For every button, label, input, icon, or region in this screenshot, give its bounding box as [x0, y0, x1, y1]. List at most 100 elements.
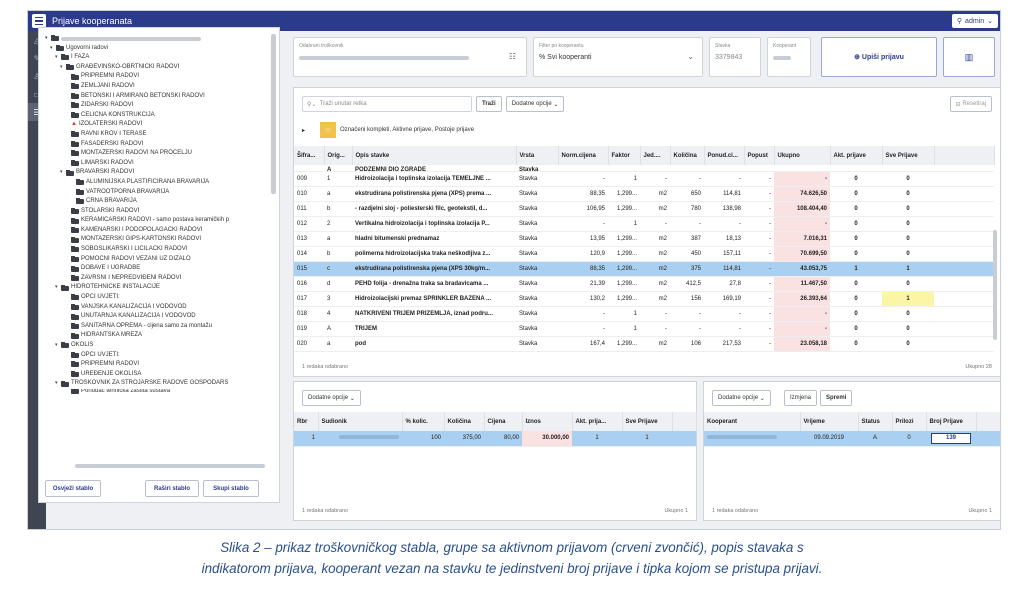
column-header[interactable]: Iznos [522, 412, 573, 431]
tree-node[interactable]: OPĆI UVJETI: [45, 293, 267, 303]
tree-expand-arrow-icon[interactable]: ▾ [50, 44, 53, 51]
tree-expand-arrow-icon[interactable]: ▾ [55, 342, 58, 348]
hamburger-menu-icon[interactable] [32, 14, 46, 28]
tree-node[interactable]: OPĆI UVJETI: [45, 351, 267, 361]
column-header[interactable]: Status [858, 412, 893, 431]
search-button[interactable]: Traži [476, 96, 502, 112]
items-search-input[interactable]: ⚲⌄ Traži unutar retka [302, 96, 472, 112]
column-header[interactable]: Sve Prijave [882, 146, 935, 165]
tree-expand-arrow-icon[interactable]: ▾ [45, 35, 48, 41]
tree-node[interactable]: HIDRANTSKA MREŽA [45, 331, 267, 341]
pin-icon[interactable]: ✎ [33, 53, 41, 63]
table-row[interactable]: 009 1 Hidroizolacija i toplinska izolacija… [294, 171, 994, 187]
column-header[interactable]: Norm.cijena [558, 146, 609, 165]
tree-expand-arrow-icon[interactable]: ▾ [55, 54, 58, 61]
column-header[interactable]: Jed.... [640, 146, 671, 165]
column-header[interactable]: Ponud.ci... [704, 146, 745, 165]
edit-button[interactable]: Izmjena [784, 390, 818, 406]
column-header[interactable]: Kooperant [704, 412, 801, 431]
tree-node[interactable]: Ponuđač tehnička zaštita sustava [45, 388, 267, 394]
tree-node[interactable]: ZAVRŠNI I NEPREDVIĐENI RADOVI [45, 274, 267, 284]
column-header[interactable]: Vrijeme [800, 412, 859, 431]
tree-node[interactable]: MONTAŽERSKI RADOVI NA PROČELJU [45, 149, 267, 159]
table-row[interactable]: 016 d PEHD folija - drenažna traka sa brad… [294, 276, 994, 292]
enter-application-button[interactable]: ⊕ Upiši prijavu [821, 37, 937, 77]
tree-node[interactable]: ▾ HIDROTEHNIČKE INSTALACIJE [45, 283, 267, 293]
active-filter-chip[interactable]: ▸ ☆ Označeni kompleti, Aktivne prijave, … [302, 122, 474, 138]
tree-node[interactable]: SANITARNA OPREMA - cijena samo za montaž… [45, 322, 267, 332]
tree-node[interactable]: BETONSKI I ARMIRANO BETONSKI RADOVI [45, 92, 267, 102]
tree-expand-arrow-icon[interactable]: ▾ [60, 63, 63, 70]
column-header[interactable]: Akt. prija... [572, 412, 623, 431]
tree-node[interactable]: FASADERSKI RADOVI [45, 140, 267, 150]
table-row[interactable]: 013 a hladni bitumenski prednamaz Stavka 13,… [294, 231, 994, 247]
column-header[interactable]: Količina [670, 146, 705, 165]
reset-button[interactable]: ⊟ Resetiraj [949, 96, 992, 112]
tree-node[interactable]: ▾ I FAZA [45, 53, 267, 63]
tree-node[interactable]: ▾ GRAĐEVINSKO-OBRTNIČKI RADOVI [45, 63, 267, 73]
column-header[interactable]: Rbr [294, 412, 319, 431]
book-icon[interactable]: ▭ [33, 89, 41, 99]
table-row[interactable]: 017 3 Hidroizolacijski premaz SPRINKLER BA… [294, 291, 994, 307]
tree-node[interactable]: STOLARSKI RADOVI [45, 207, 267, 217]
column-header[interactable]: Broj Prijave [926, 412, 977, 431]
budget-selector[interactable]: Odabrani troškovnik ☷ [293, 37, 527, 77]
collapse-tree-button[interactable]: Skupi stablo [203, 480, 259, 497]
bell-icon[interactable]: ◬ [33, 35, 41, 45]
column-header[interactable]: Sudionik [318, 412, 403, 431]
tree-node[interactable]: ZIDARSKI RADOVI [45, 101, 267, 111]
tree-node[interactable]: VATROOTPORNA BRAVARIJA [45, 188, 267, 198]
column-header[interactable]: Orig... [324, 146, 353, 165]
column-header[interactable]: Prilozi [892, 412, 927, 431]
tree-node[interactable]: PRIPREMNI RADOVI [45, 72, 267, 82]
items-options-button[interactable]: Dodatne opcije ⌄ [505, 96, 565, 112]
table-row[interactable]: 019 A TRIJEM Stavka -1- - - - -0 0 [294, 321, 994, 337]
column-header[interactable]: Popust [744, 146, 775, 165]
tree-node[interactable]: ČELIČNA KONSTRUKCIJA [45, 111, 267, 121]
list-icon[interactable]: ☷ [508, 52, 516, 61]
column-header[interactable]: Ukupno [774, 146, 831, 165]
tree-node[interactable]: PRIPREMNI RADOVI [45, 360, 267, 370]
column-header[interactable]: Faktor [608, 146, 641, 165]
table-row[interactable]: 1 100 375,00 80,00 30.000,00 1 1 [294, 431, 696, 447]
table-row[interactable]: 010 a ekstrudirana polistirenska pjena (XP… [294, 186, 994, 202]
table-row[interactable]: 014 b polimerna hidroizolacijska traka neš… [294, 246, 994, 262]
column-header[interactable]: Sve Prijave [622, 412, 673, 431]
tree-node[interactable]: ▾ TROŠKOVNIK ZA STROJARSKE RADOVE GOSPODA… [45, 379, 267, 389]
tree-expand-arrow-icon[interactable]: ▾ [55, 284, 58, 291]
table-row[interactable]: A PODZEMNI DIO ZGRADE Stavka [294, 165, 994, 172]
layout-toggle-button[interactable]: ▥ [943, 37, 995, 77]
column-header[interactable]: Količina [444, 412, 485, 431]
items-scrollbar[interactable] [993, 230, 997, 340]
tree-node[interactable]: RAVNI KROV I TERASE [45, 130, 267, 140]
column-header[interactable]: % kolic. [402, 412, 445, 431]
tree-node[interactable]: UREĐENJE OKOLIŠA [45, 370, 267, 380]
tree-scrollbar[interactable] [271, 34, 276, 194]
expand-tree-button[interactable]: Raširi stablo [145, 480, 199, 497]
table-row[interactable]: 018 4 NATKRIVENI TRIJEM PRIZEMLJA, iznad p… [294, 306, 994, 322]
tree-node[interactable]: CRNA BRAVARIJA [45, 197, 267, 207]
column-header[interactable]: Opis stavke [352, 146, 517, 165]
tree-node[interactable]: UNUTARNJA KANALIZACIJA I VODOVOD [45, 312, 267, 322]
column-header[interactable]: Cijena [484, 412, 523, 431]
tree-node[interactable]: POMOĆNI RADOVI VEZANI UZ DIZALO [45, 255, 267, 265]
tree-node[interactable]: ▾ OKOLIŠ [45, 341, 267, 351]
table-row[interactable]: 015 c ekstrudirana polistirenska pjena (XP… [294, 261, 994, 277]
table-row[interactable]: 011 b - razdjelni sloj - poliesterski filc… [294, 201, 994, 217]
application-number-button[interactable]: 139 [931, 432, 971, 444]
tree-node[interactable]: KERAMIČARSKI RADOVI - samo postava keram… [45, 216, 267, 226]
tree-node[interactable]: VANJSKA KANALIZACIJA I VODOVOD [45, 303, 267, 313]
tree-node[interactable]: SOBOSLIKARSKI I LIČILAČKI RADOVI [45, 245, 267, 255]
tree-node[interactable]: MONTAŽERSKI GIPS-KARTONSKI RADOVI [45, 235, 267, 245]
tree-node[interactable]: ▾ [45, 34, 267, 44]
table-row[interactable]: 020 a pod Stavka 167,4 1,299... m2 106 217,53-23… [294, 336, 994, 352]
tree-node[interactable]: KAMENARSKI I PODOPOLAGAČKI RADOVI [45, 226, 267, 236]
tree-node[interactable]: ALUMINIJSKA PLASTIFICIRANA BRAVARIJA [45, 178, 267, 188]
tree-node[interactable]: DOBAVE I UGRADBE [45, 264, 267, 274]
tree-node[interactable]: ZEMLJANI RADOVI [45, 82, 267, 92]
tree-node[interactable]: ▾ BRAVARSKI RADOVI [45, 168, 267, 178]
tree-horizontal-scrollbar[interactable] [75, 464, 265, 468]
participants-options-button[interactable]: Dodatne opcije ⌄ [302, 390, 361, 406]
column-header[interactable]: Akt. prijave [830, 146, 883, 165]
table-row[interactable]: 09.09.2019 A 0 139 [704, 431, 1000, 447]
